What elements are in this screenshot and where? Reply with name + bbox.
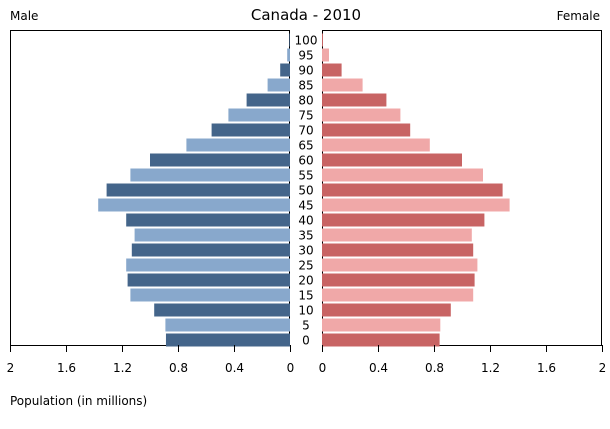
- age-label: 5: [302, 319, 310, 333]
- female-bar-age-5: [322, 318, 441, 332]
- female-bar-age-50: [322, 183, 503, 197]
- male-x-tick-label: 0.4: [225, 361, 244, 375]
- x-axis-label: Population (in millions): [10, 394, 147, 408]
- female-bar-age-90: [322, 63, 342, 77]
- male-x-tick-label: 1.2: [113, 361, 132, 375]
- male-bar-age-100: [289, 33, 290, 47]
- female-bar-age-45: [322, 198, 510, 212]
- age-label: 50: [298, 184, 313, 198]
- male-bar-age-70: [211, 123, 290, 137]
- female-bar-age-20: [322, 273, 475, 287]
- male-bar-age-5: [165, 318, 290, 332]
- female-bar-age-60: [322, 153, 462, 167]
- female-bar-age-80: [322, 93, 387, 107]
- female-x-tick-label: 1.2: [481, 361, 500, 375]
- male-bar-age-75: [228, 108, 290, 122]
- male-bar-age-45: [98, 198, 290, 212]
- female-bar-age-75: [322, 108, 401, 122]
- male-x-tick-label: 0.8: [169, 361, 188, 375]
- female-bar-age-30: [322, 243, 474, 257]
- male-x-tick-label: 1.6: [57, 361, 76, 375]
- age-label: 75: [298, 109, 313, 123]
- female-x-tick-label: 0.8: [425, 361, 444, 375]
- male-bar-age-55: [130, 168, 290, 182]
- female-label: Female: [557, 9, 600, 23]
- male-bar-age-10: [154, 303, 290, 317]
- age-label: 35: [298, 229, 313, 243]
- female-bar-age-95: [322, 48, 329, 62]
- male-bar-age-40: [126, 213, 290, 227]
- male-x-tick-label: 0: [287, 361, 295, 375]
- male-bar-age-65: [186, 138, 290, 152]
- female-bar-age-10: [322, 303, 451, 317]
- male-bar-age-20: [127, 273, 290, 287]
- female-bar-age-35: [322, 228, 472, 242]
- age-label: 70: [298, 124, 313, 138]
- male-bar-age-35: [134, 228, 290, 242]
- age-label: 85: [298, 79, 313, 93]
- male-bar-age-85: [267, 78, 290, 92]
- male-bar-age-90: [280, 63, 290, 77]
- age-label: 15: [298, 289, 313, 303]
- female-bar-age-65: [322, 138, 430, 152]
- age-label: 25: [298, 259, 313, 273]
- age-label: 55: [298, 169, 313, 183]
- female-x-tick-label: 0: [319, 361, 327, 375]
- female-bar-age-100: [322, 33, 323, 47]
- male-bar-age-95: [287, 48, 290, 62]
- male-bar-age-30: [131, 243, 290, 257]
- age-label: 100: [295, 34, 318, 48]
- age-label: 20: [298, 274, 313, 288]
- age-label: 95: [298, 49, 313, 63]
- female-x-tick-label: 0.4: [369, 361, 388, 375]
- female-bar-age-15: [322, 288, 474, 302]
- age-label: 30: [298, 244, 313, 258]
- female-bar-age-40: [322, 213, 485, 227]
- female-bar-age-70: [322, 123, 411, 137]
- male-bar-age-25: [126, 258, 290, 272]
- chart-title: Canada - 2010: [251, 6, 361, 24]
- age-label: 60: [298, 154, 313, 168]
- female-x-tick-label: 1.6: [537, 361, 556, 375]
- female-x-tick-label: 2: [599, 361, 607, 375]
- age-label: 10: [298, 304, 313, 318]
- male-bar-age-50: [106, 183, 290, 197]
- age-label: 80: [298, 94, 313, 108]
- female-bar-age-25: [322, 258, 478, 272]
- male-label: Male: [10, 9, 38, 23]
- male-x-tick-label: 2: [7, 361, 15, 375]
- age-label: 90: [298, 64, 313, 78]
- male-bar-age-15: [130, 288, 290, 302]
- age-label: 45: [298, 199, 313, 213]
- male-bar-age-80: [246, 93, 290, 107]
- male-bar-age-0: [165, 333, 290, 347]
- age-label: 0: [302, 334, 310, 348]
- female-bar-age-55: [322, 168, 483, 182]
- male-bar-age-60: [150, 153, 290, 167]
- female-bar-age-85: [322, 78, 363, 92]
- female-bar-age-0: [322, 333, 440, 347]
- age-label: 40: [298, 214, 313, 228]
- age-label: 65: [298, 139, 313, 153]
